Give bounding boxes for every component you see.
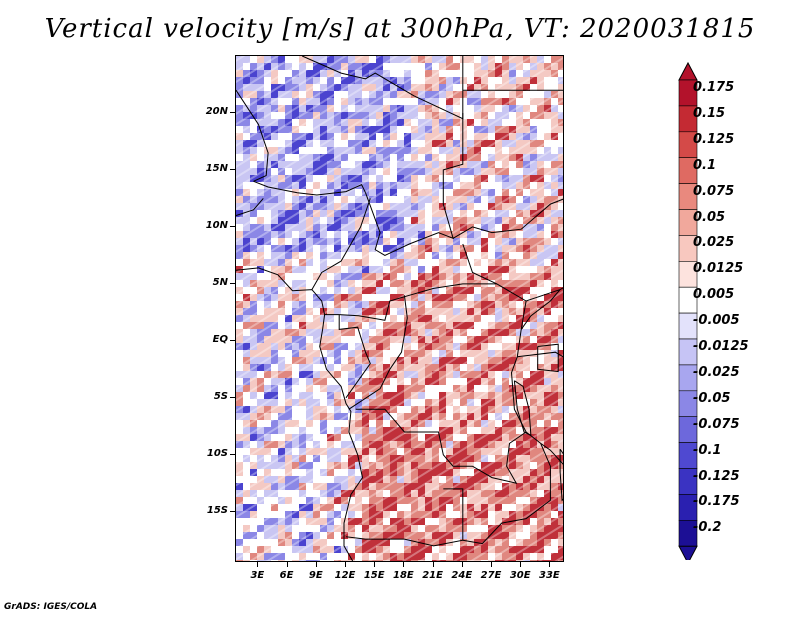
lat-tick [230,282,235,284]
country-border [559,448,563,502]
lon-tick-label: 21E [422,570,443,581]
lat-tick-label: EQ [212,333,228,345]
lat-tick-label: 5N [212,276,228,288]
lon-tick [520,562,522,567]
colorbar-label: -0.1 [693,442,722,458]
lat-tick [230,111,235,113]
country-border [324,283,497,321]
lon-tick-label: 30E [509,570,531,581]
lon-tick [257,562,259,567]
lon-tick-label: 6E [279,570,294,581]
country-border [452,198,563,239]
lon-tick-label: 24E [451,570,473,581]
colorbar-label: 0.175 [693,80,735,95]
lat-tick-label: 15S [206,504,228,516]
velocity-field-map [236,56,563,561]
lon-tick-label: 27E [480,570,502,581]
lat-tick-label: 5S [213,390,228,402]
country-border [253,180,366,196]
lat-tick-label: 10N [205,219,228,231]
colorbar-label: -0.175 [693,494,740,510]
colorbar-label: -0.2 [693,520,722,536]
colorbar-label: -0.0125 [693,339,749,354]
lon-tick-label: 33E [539,570,560,581]
country-border [365,118,464,256]
colorbar-top-arrow [678,61,698,81]
country-border [520,289,561,330]
country-border [338,314,371,399]
country-border [462,443,551,545]
colorbar-label: 0.005 [693,287,735,303]
lon-tick [286,562,288,567]
colorbar-label: -0.025 [693,364,740,380]
lon-tick-label: 15E [363,570,385,581]
colorbar-label: 0.05 [693,209,726,225]
lat-tick [230,168,235,170]
lon-tick-label: 9E [308,570,323,581]
colorbar-label: 0.0125 [693,261,744,277]
lat-tick-label: 20N [205,105,228,117]
lon-tick [403,562,405,567]
country-border [345,488,464,547]
lat-tick [230,510,235,512]
country-border [236,89,269,182]
country-border [517,351,563,358]
country-border [462,243,563,302]
country-border [236,198,264,216]
colorbar-bottom-arrow [678,545,698,560]
lon-tick-label: 18E [393,570,414,581]
chart-title: Vertical velocity [m/s] at 300hPa, VT: 2… [44,14,756,44]
colorbar-label: -0.075 [693,416,740,432]
lon-tick [549,562,551,567]
colorbar [678,61,698,560]
lon-tick-label: 12E [334,570,356,581]
colorbar-label: 0.075 [693,183,735,199]
lat-tick [230,453,235,455]
lon-tick [432,562,434,567]
lat-tick [230,396,235,398]
colorbar-label: -0.125 [693,468,740,484]
lon-tick [490,562,492,567]
colorbar-label: -0.005 [693,313,740,329]
lon-tick-label: 3E [250,570,265,581]
lon-tick [315,562,317,567]
map-panel [235,55,564,562]
country-border [355,300,527,484]
country-border [537,343,559,373]
country-border [236,267,364,561]
lat-tick-label: 10S [206,447,228,459]
country-border [348,295,408,410]
colorbar-label: 0.025 [693,235,735,251]
country-border [525,431,563,465]
lon-tick [344,562,346,567]
country-border [513,380,532,437]
lon-tick [461,562,463,567]
lat-tick [230,225,235,227]
colorbar-label: -0.05 [693,390,731,406]
country-border [311,198,371,290]
lon-tick [374,562,376,567]
colorbar-label: 0.125 [693,131,735,147]
colorbar-label: 0.1 [693,157,717,173]
grads-credit: GrADS: IGES/COLA [4,602,98,612]
lat-tick [230,339,235,341]
lat-tick-label: 15N [205,162,228,174]
colorbar-label: 0.15 [693,105,726,121]
